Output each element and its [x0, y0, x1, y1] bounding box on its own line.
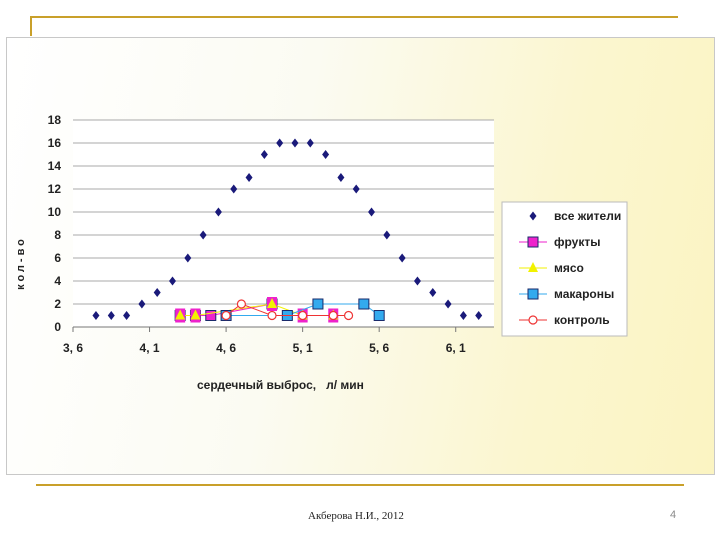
- y-tick-label: 4: [54, 274, 61, 288]
- y-tick-label: 2: [54, 297, 61, 311]
- series-layer: [92, 138, 483, 323]
- data-point: [322, 150, 330, 159]
- plot-background: [73, 120, 494, 327]
- y-tick-label: 16: [48, 136, 62, 150]
- data-point: [230, 184, 238, 194]
- data-point: [328, 310, 338, 321]
- data-point: [373, 310, 385, 321]
- y-tick-label: 0: [54, 320, 61, 334]
- data-point: [190, 309, 201, 320]
- data-point: [175, 309, 186, 320]
- y-tick-labels: 0 2 4 6 8 10 12 14 16 18: [48, 113, 62, 334]
- data-point: [475, 311, 483, 320]
- legend-label: фрукты: [554, 235, 600, 249]
- y-tick-label: 18: [48, 113, 62, 127]
- data-point: [123, 311, 131, 320]
- data-point: [221, 310, 231, 321]
- y-axis-label: кол-во: [15, 236, 27, 290]
- legend-marker: [528, 315, 538, 325]
- x-tick-label: 5, 1: [293, 341, 313, 355]
- y-tick-label: 8: [54, 228, 61, 242]
- legend-marker: [529, 211, 537, 221]
- data-point: [205, 310, 217, 321]
- chart-svg: 0 2 4 6 8 10 12 14 16 18 3, 6 4, 1 4, 6 5, 1 5, 6 6, 1…: [15, 113, 628, 392]
- legend-label: мясо: [554, 261, 584, 275]
- data-point: [398, 253, 406, 263]
- data-point: [352, 184, 360, 194]
- x-tick-label: 3, 6: [63, 341, 83, 355]
- legend-box: [501, 201, 628, 337]
- legend-marker: [528, 262, 538, 272]
- footer-author: Акберова Н.И., 2012: [308, 510, 404, 522]
- data-point: [444, 299, 452, 309]
- data-point: [245, 173, 253, 182]
- x-axis-label: сердечный выброс, л/ мин: [197, 378, 364, 392]
- page-number: 4: [670, 509, 677, 521]
- y-tick-label: 10: [48, 205, 62, 219]
- y-tick-label: 12: [48, 182, 62, 196]
- x-tick-labels: 3, 6 4, 1 4, 6 5, 1 5, 6 6, 1: [63, 327, 466, 355]
- data-point: [276, 138, 284, 148]
- data-point: [306, 138, 314, 148]
- data-point: [267, 310, 277, 321]
- y-tick-label: 6: [54, 251, 61, 265]
- data-point: [291, 138, 299, 148]
- series-4: [221, 299, 354, 321]
- top-rule: [30, 16, 678, 18]
- data-point: [199, 230, 207, 240]
- data-point: [138, 299, 146, 309]
- chart-panel: 0 2 4 6 8 10 12 14 16 18 3, 6 4, 1 4, 6 5, 1 5, 6 6, 1…: [6, 37, 715, 475]
- data-point: [153, 288, 161, 297]
- data-point: [459, 311, 467, 320]
- x-tick-label: 4, 1: [140, 341, 160, 355]
- legend-marker: [527, 236, 539, 248]
- data-point: [343, 310, 354, 321]
- data-point: [413, 276, 421, 286]
- top-rule-tick: [30, 16, 32, 36]
- data-point: [337, 173, 345, 182]
- plot-area: [73, 120, 494, 327]
- data-point: [368, 207, 376, 217]
- data-point: [383, 230, 391, 240]
- legend-label: макароны: [554, 287, 614, 301]
- data-point: [429, 288, 437, 297]
- data-point: [184, 253, 192, 263]
- data-point: [298, 310, 308, 321]
- data-point: [92, 311, 100, 320]
- x-tick-label: 4, 6: [216, 341, 236, 355]
- legend-marker: [527, 288, 539, 300]
- data-point: [267, 298, 278, 308]
- data-point: [107, 311, 115, 320]
- data-point: [312, 298, 324, 310]
- data-point: [214, 207, 222, 217]
- x-tick-label: 6, 1: [446, 341, 466, 355]
- series-0: [92, 138, 483, 320]
- data-point: [236, 299, 246, 309]
- legend: все жители фрукты мясо макароны контроль: [501, 201, 628, 337]
- data-point: [358, 298, 370, 310]
- bottom-rule: [36, 484, 684, 486]
- legend-label: все жители: [554, 209, 621, 223]
- y-tick-label: 14: [48, 159, 62, 173]
- x-tick-label: 5, 6: [369, 341, 389, 355]
- legend-label: контроль: [554, 313, 610, 327]
- data-point: [169, 276, 177, 286]
- data-point: [260, 150, 268, 159]
